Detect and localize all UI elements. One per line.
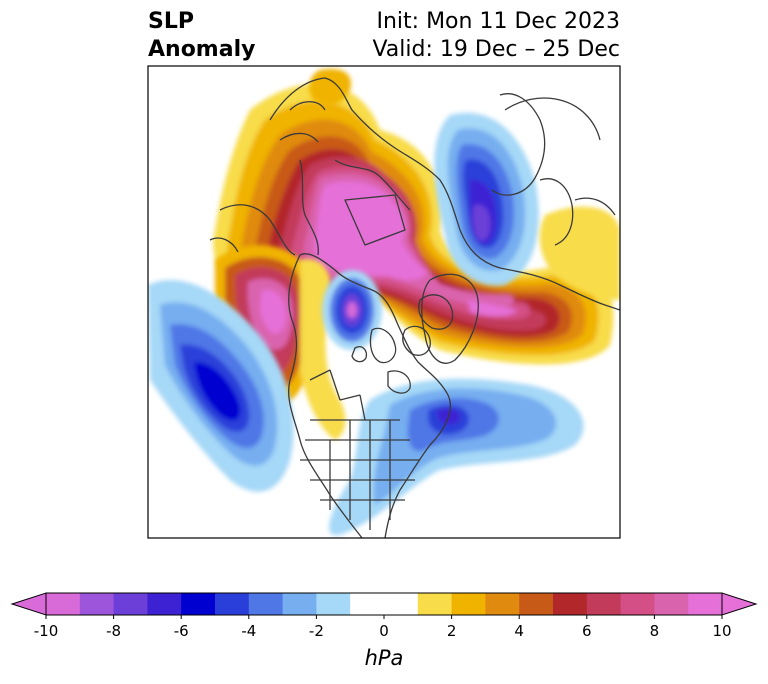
negative-anomaly-pacific xyxy=(148,280,294,492)
colorbar-swatch xyxy=(553,593,588,615)
negative-anomaly-arctic xyxy=(322,270,382,350)
colorbar-swatch xyxy=(451,593,486,615)
colorbar-extend-max xyxy=(721,592,758,616)
negative-anomaly-atlantic xyxy=(329,378,584,536)
coastlines xyxy=(209,77,620,538)
map-frame xyxy=(147,65,621,539)
colorbar-swatch xyxy=(282,593,317,615)
colorbar-swatch xyxy=(248,593,284,615)
positive-anomaly-europe xyxy=(309,68,620,300)
title-anomaly: Anomaly xyxy=(148,37,256,62)
colorbar-swatch xyxy=(46,593,81,615)
colorbar-swatch xyxy=(485,593,520,615)
colorbar-swatch xyxy=(181,593,216,615)
colorbar-tick-label: 10 xyxy=(712,622,732,640)
colorbar-swatch xyxy=(350,593,385,615)
colorbar-tick-label: 6 xyxy=(582,622,592,640)
colorbar-tick-label: -6 xyxy=(173,622,189,640)
colorbar-swatch xyxy=(79,593,115,615)
colorbar-extend-min xyxy=(10,592,47,616)
title-slp: SLP xyxy=(148,9,194,34)
colorbar-swatch xyxy=(654,593,689,615)
colorbar-tick-label: -10 xyxy=(33,622,59,640)
colorbar-tick-label: 8 xyxy=(649,622,660,640)
colorbar-tick-label: -8 xyxy=(106,622,122,640)
colorbar-swatch xyxy=(384,593,419,615)
colorbar-swatch xyxy=(620,593,655,615)
negative-anomaly-europe xyxy=(434,112,539,286)
colorbar-swatch xyxy=(519,593,554,615)
valid-range: Valid: 19 Dec – 25 Dec xyxy=(372,37,620,62)
colorbar-tick-label: 0 xyxy=(379,622,389,640)
colorbar-swatch xyxy=(586,593,622,615)
colorbar-tick-label: 2 xyxy=(446,622,457,640)
colorbar-tick-label: -2 xyxy=(308,622,324,640)
colorbar-tick-label: 4 xyxy=(514,622,524,640)
colorbar-swatch xyxy=(316,593,351,615)
positive-anomaly-alaska xyxy=(215,245,346,440)
colorbar-units: hPa xyxy=(364,646,404,670)
colorbar-swatch xyxy=(417,593,453,615)
colorbar-swatch xyxy=(147,593,182,615)
map-title: SLP Anomaly xyxy=(148,8,255,64)
colorbar-tick-label: -4 xyxy=(241,622,257,640)
forecast-dates: Init: Mon 11 Dec 2023 Valid: 19 Dec – 25… xyxy=(372,8,620,64)
colorbar-swatch xyxy=(215,593,250,615)
colorbar-swatch xyxy=(113,593,148,615)
colorbar-swatch xyxy=(688,593,723,615)
init-date: Init: Mon 11 Dec 2023 xyxy=(376,9,621,34)
